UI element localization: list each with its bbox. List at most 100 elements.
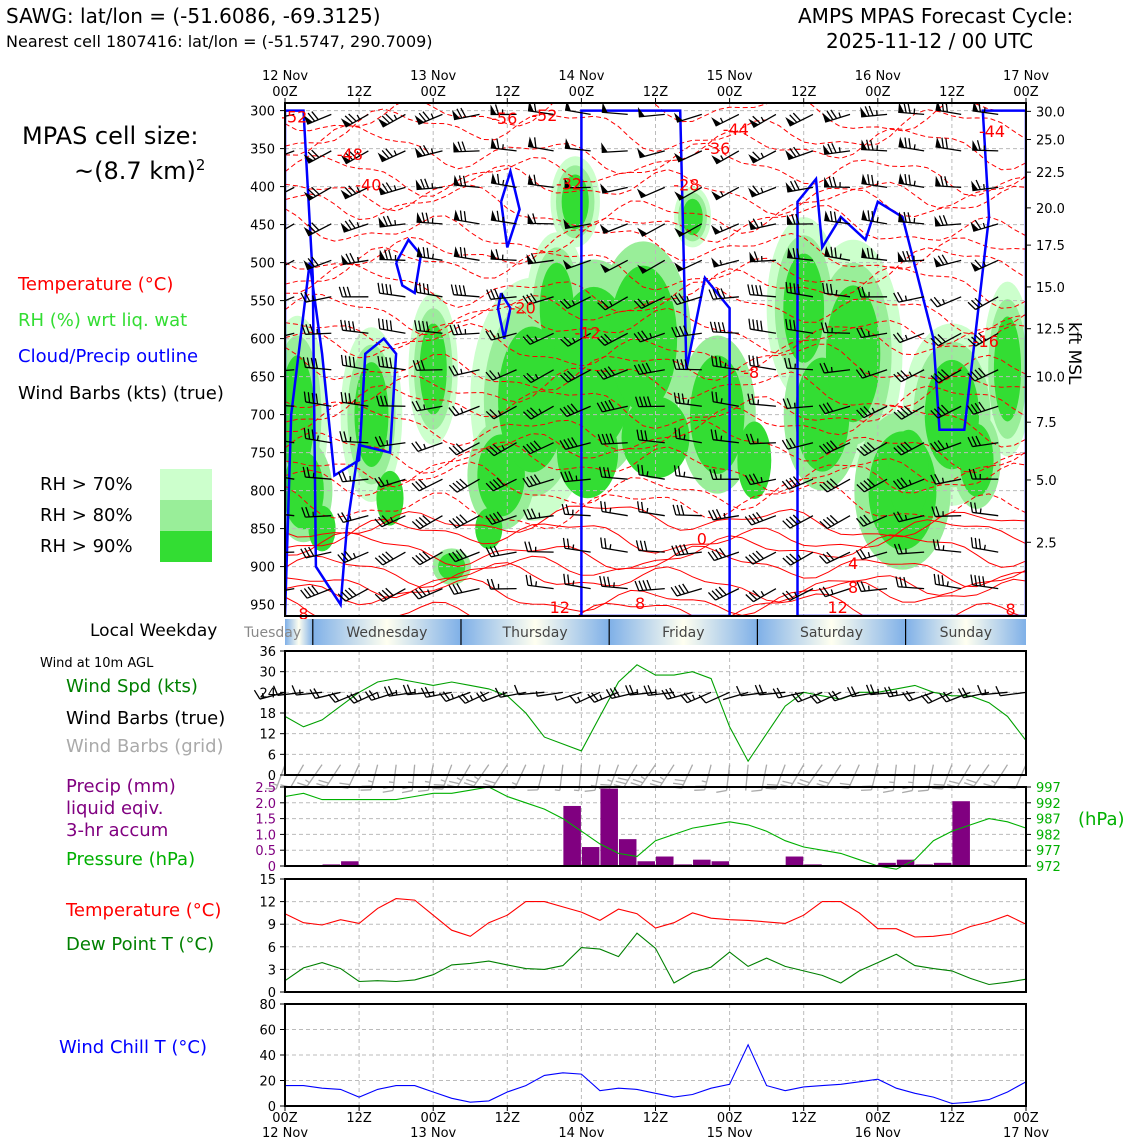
barb-staff: [537, 691, 563, 697]
wind-barb-true: [568, 691, 601, 704]
barb-feather: [893, 292, 900, 303]
barb-feather: [756, 356, 759, 367]
pressure-label: Pressure (hPa): [66, 849, 196, 870]
xs-wind-barb: [745, 550, 777, 565]
barb-feather: [316, 782, 327, 788]
windchill-label: Wind Chill T (°C): [59, 1037, 207, 1058]
barb-flag: [453, 174, 460, 186]
barb-staff: [285, 332, 295, 337]
xs-wind-barb: [485, 442, 517, 457]
xs-wind-barb: [711, 355, 739, 371]
barb-half: [280, 226, 282, 230]
barb-feather: [665, 688, 672, 699]
barb-flag: [898, 173, 905, 185]
contour-label: -56: [491, 109, 517, 128]
barb-feather: [974, 502, 978, 514]
xs-wind-barb: [339, 431, 369, 444]
barb-feather: [995, 685, 1001, 697]
barb-feather: [489, 446, 498, 455]
xs-wind-barb: [377, 282, 406, 298]
legend-rh80: RH > 80%: [40, 505, 133, 526]
barb-feather: [833, 211, 837, 223]
barb-feather: [828, 176, 833, 188]
barb-flag: [711, 257, 720, 267]
hpa-unit-label: (hPa): [1078, 809, 1125, 830]
xs-wind-barb: [861, 139, 888, 152]
barb-flag: [637, 227, 648, 237]
xs-wind-barb: [453, 246, 480, 261]
barb-staff: [639, 474, 665, 480]
barb-feather: [607, 576, 611, 588]
barb-feather: [938, 215, 944, 226]
barb-feather: [522, 411, 532, 420]
barb-feather: [752, 473, 759, 484]
barb-feather: [859, 548, 867, 559]
xs-wind-barb: [377, 355, 406, 371]
barb-staff: [972, 511, 999, 517]
wind-barb-true: [809, 691, 842, 704]
barb-feather: [453, 324, 459, 335]
barb-staff: [750, 364, 777, 371]
barb-feather: [448, 780, 460, 785]
barb-feather: [709, 469, 714, 480]
barb-half: [904, 514, 908, 520]
wind-barb-true: [587, 691, 619, 703]
barb-feather: [381, 150, 390, 159]
barb-staff: [714, 223, 740, 235]
barb-staff: [759, 691, 786, 696]
xs-wind-barb: [933, 254, 962, 268]
barb-feather: [939, 693, 947, 703]
barb-feather: [486, 578, 492, 590]
xs-wind-barb: [337, 471, 369, 483]
kft-tick-label: 30.0: [1036, 105, 1065, 120]
bottom-hour-label: 00Z: [272, 1111, 298, 1126]
xs-wind-barb: [930, 369, 962, 384]
barb-feather: [529, 575, 533, 586]
barb-feather: [818, 404, 826, 414]
barb-half: [645, 300, 650, 306]
xs-wind-barb: [411, 400, 443, 412]
barb-feather: [253, 689, 261, 700]
barb-feather: [455, 550, 464, 560]
barb-feather: [455, 443, 465, 452]
xs-wind-barb: [285, 514, 295, 517]
barb-flag: [970, 262, 981, 272]
barb-feather: [303, 428, 307, 439]
xs-wind-barb: [596, 399, 628, 413]
barb-staff: [676, 437, 702, 444]
bottom-hour-label: 00Z: [717, 1111, 743, 1126]
xs-wind-barb: [337, 550, 369, 564]
barb-half: [719, 117, 724, 123]
barb-feather: [456, 583, 463, 593]
barb-staff: [342, 401, 369, 407]
barb-staff: [527, 515, 554, 520]
barb-feather: [899, 576, 903, 588]
barb-feather: [944, 176, 948, 187]
barb-feather: [587, 693, 595, 703]
wind-barb-true: [309, 688, 341, 700]
xs-wind-barb: [968, 468, 999, 480]
barb-feather: [748, 514, 756, 524]
barb-half: [535, 691, 538, 697]
xs-wind-barb: [285, 551, 295, 553]
barb-feather: [452, 583, 459, 594]
barb-feather: [674, 778, 686, 782]
barb-flag: [527, 174, 534, 185]
xs-wind-barb: [819, 478, 851, 493]
barb-staff: [418, 478, 443, 492]
barb-staff: [564, 109, 591, 116]
barb-staff: [639, 150, 665, 159]
barb-feather: [942, 691, 951, 701]
precip-bar: [711, 861, 730, 866]
cell-size-exponent: 2: [195, 156, 206, 174]
barb-feather: [415, 518, 424, 528]
barb-feather: [522, 509, 529, 520]
hpa-tick-label: 450: [250, 219, 275, 234]
barb-staff: [712, 296, 739, 300]
barb-flag: [303, 191, 314, 201]
barb-feather: [605, 433, 611, 444]
barb-feather: [908, 174, 911, 186]
barb-feather: [856, 327, 862, 338]
barb-staff: [789, 113, 814, 127]
barb-flag: [933, 257, 942, 267]
